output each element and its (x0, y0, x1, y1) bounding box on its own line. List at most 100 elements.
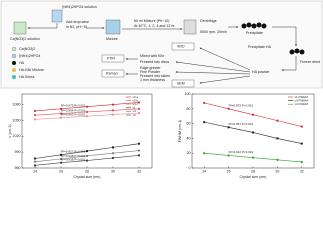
x-tick-label: 32 (300, 169, 304, 173)
data-point (252, 131, 254, 134)
precipitate-icon (241, 22, 267, 29)
annotation: R²=0.979 P<0.001 (61, 104, 86, 108)
y-tick-label: 960 (15, 166, 21, 170)
label: Pressed into slices (140, 74, 170, 78)
figure: (NH4)2HPO4 solution Ca(NO3)2 solution Ad… (0, 0, 323, 179)
data-point (300, 160, 303, 164)
data-point (60, 161, 62, 164)
label: Ca(NO3)2 solution (10, 37, 40, 41)
x-tick-label: 24 (33, 169, 37, 173)
arrow (199, 75, 251, 84)
beaker (13, 21, 27, 35)
data-point (300, 125, 303, 128)
y-tick-label: 990 (15, 150, 21, 154)
legend-label: ν3 c (133, 102, 139, 106)
data-point (59, 157, 63, 161)
label: Pressed into discs (140, 60, 169, 64)
data-point (276, 119, 279, 122)
tube (183, 19, 197, 35)
x-tick-label: 32 (137, 169, 141, 173)
beaker (105, 19, 121, 35)
data-point (34, 164, 36, 167)
data-point (203, 152, 206, 155)
data-point (85, 154, 89, 157)
legend-label: ν1 (133, 106, 137, 110)
data-point (85, 115, 89, 118)
label: Precipitate (246, 31, 263, 35)
x-axis-label: Crystal size (nm) (74, 175, 101, 179)
data-point (86, 159, 88, 162)
label: Precipitate HA (248, 45, 272, 49)
data-point (300, 142, 303, 145)
y-tick-label: 1050 (13, 118, 21, 122)
annotation: R²=0.957 P<0.001 (229, 122, 254, 126)
label: 60 ml Mixture (Ph~10) (134, 19, 169, 23)
data-point (227, 126, 230, 129)
arrow (272, 26, 297, 47)
data-point (33, 160, 37, 163)
label: Fine Powder (140, 70, 161, 74)
data-point (33, 109, 37, 113)
data-point (86, 150, 88, 153)
y-tick-label: 100 (185, 92, 191, 96)
data-point (60, 153, 62, 156)
arrow (175, 71, 251, 75)
y-tick-label: 0 (189, 166, 191, 170)
data-point (112, 156, 114, 159)
charts: 24 26 28 30 32 960 990 1020 1050 1080 Crystal size… (8, 92, 315, 179)
y-tick-label: 20 (187, 151, 191, 155)
data-point (251, 156, 255, 159)
legend-label: HA (19, 61, 25, 65)
y-tick-label: 40 (187, 136, 191, 140)
y-axis-label: FWHM (cm-1) (178, 120, 182, 143)
data-point (112, 146, 114, 149)
data-point (85, 105, 89, 108)
annotation: R²=0.963 P<0.001 (61, 113, 86, 117)
y-tick-label: 80 (187, 107, 191, 111)
data-point (203, 121, 206, 124)
plot-frame (191, 93, 315, 169)
legend-label: ν3 a (133, 95, 139, 99)
legend-label: HA-KBr Mixture (19, 68, 44, 72)
x-tick-label: 30 (275, 169, 279, 173)
label: 1 mm thickness (140, 78, 165, 82)
label: in N2, pH~10 (66, 25, 87, 29)
data-point (111, 103, 115, 106)
label: Mixed with KBr (140, 54, 165, 58)
arrow (281, 56, 297, 71)
data-point (276, 137, 279, 140)
label: Add drop-wise (66, 20, 89, 24)
legend-label: ν1 FWHM (295, 95, 309, 99)
box (171, 79, 195, 88)
label: Freeze dried (300, 60, 320, 64)
data-point (137, 101, 141, 104)
label: At 40°C, 1, 2, 4 and 12 hr (134, 24, 175, 28)
y-axis-label: ν (cm-1) (8, 124, 12, 137)
beaker (51, 9, 63, 23)
data-point (34, 114, 36, 117)
diagram-legend: Ca(NO3)2 (NH4)2HPO4 HA HA-KBr Mixture HA… (11, 46, 44, 79)
data-point (59, 107, 63, 110)
data-point (138, 142, 140, 145)
label: 5000 rpm, 20min (200, 30, 227, 34)
data-point (112, 109, 114, 112)
box (101, 54, 125, 63)
data-point (138, 154, 140, 157)
legend-label: ν4 FWHM (295, 102, 309, 106)
legend-label: HA Slices (19, 75, 35, 79)
label: HA powder (252, 70, 270, 74)
data-point (60, 112, 62, 115)
data-point (86, 110, 88, 113)
legend-label: Ca(NO3)2 (19, 47, 35, 51)
y-tick-label: 60 (187, 122, 191, 126)
data-point (111, 152, 115, 155)
diagram: (NH4)2HPO4 solution Ca(NO3)2 solution Ad… (0, 0, 323, 89)
label: (NH4)2HPO4 solution (62, 5, 97, 9)
data-point (227, 107, 230, 110)
data-point (59, 116, 63, 119)
arrow (175, 61, 251, 73)
x-tick-label: 28 (85, 169, 89, 173)
y-tick-label: 1020 (13, 134, 21, 138)
data-point (203, 101, 206, 104)
label: SEM (177, 81, 185, 85)
